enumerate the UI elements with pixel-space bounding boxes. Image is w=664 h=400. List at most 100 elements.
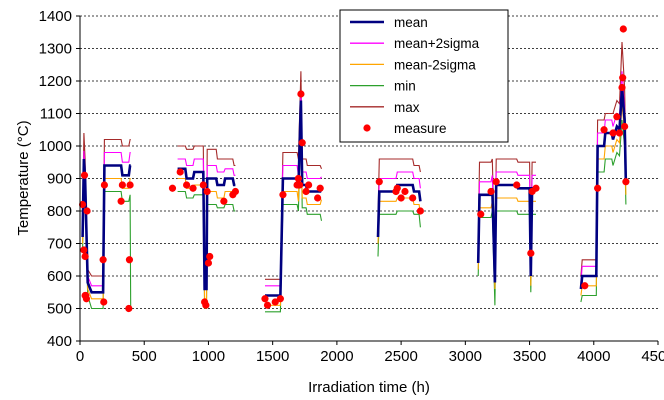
y-axis-title: Temperature (°C) bbox=[15, 120, 32, 235]
legend-swatch-measure bbox=[363, 124, 371, 132]
measure-point bbox=[619, 74, 627, 82]
measure-point bbox=[78, 200, 87, 209]
x-tick-label: 1000 bbox=[192, 348, 225, 365]
x-tick-label: 1500 bbox=[256, 348, 289, 365]
legend-label-min: min bbox=[394, 79, 416, 94]
measure-point bbox=[81, 252, 89, 261]
measure-point bbox=[393, 184, 401, 192]
measure-point bbox=[513, 181, 521, 189]
measure-point bbox=[609, 129, 617, 137]
tick-labels: 0 500 1000 1500 2000 2500 3000 3500 4000 4500 400 5… bbox=[39, 8, 664, 365]
x-tick-label: 4000 bbox=[577, 348, 610, 365]
measure-point bbox=[302, 187, 310, 196]
y-tick-label: 700 bbox=[47, 236, 72, 253]
measure-point bbox=[126, 181, 134, 189]
measure-point bbox=[125, 256, 134, 264]
measure-point bbox=[397, 194, 405, 202]
measure-point bbox=[532, 184, 540, 192]
series-line-min bbox=[377, 210, 421, 257]
measure-point bbox=[296, 181, 304, 189]
measure-point bbox=[271, 298, 279, 306]
measure-point bbox=[297, 90, 305, 98]
measure-point bbox=[125, 304, 133, 313]
measure-point bbox=[621, 122, 629, 131]
x-tick-label: 500 bbox=[132, 348, 157, 365]
measure-point bbox=[231, 187, 240, 196]
y-tick-label: 1200 bbox=[39, 73, 72, 90]
measure-point bbox=[100, 298, 108, 306]
legend-label-mean: mean bbox=[394, 15, 428, 30]
measure-point bbox=[176, 168, 184, 176]
y-tick-label: 1100 bbox=[40, 106, 72, 123]
y-tick-label: 500 bbox=[47, 301, 72, 318]
measure-point bbox=[99, 256, 107, 264]
measure-point bbox=[80, 171, 89, 179]
legend-label-meanplus-2sigma: mean+2sigma bbox=[394, 36, 480, 51]
y-tick-label: 1000 bbox=[39, 138, 72, 155]
measure-point bbox=[619, 25, 627, 33]
measure-point bbox=[622, 178, 630, 186]
measure-point bbox=[117, 197, 125, 205]
measure-point bbox=[100, 181, 109, 189]
x-tick-label: 0 bbox=[76, 348, 84, 365]
measure-point bbox=[203, 187, 211, 196]
measure-point bbox=[298, 139, 306, 147]
x-tick-label: 2500 bbox=[384, 348, 417, 365]
measure-point bbox=[492, 178, 500, 186]
measure-point bbox=[294, 174, 302, 183]
x-tick-label: 4500 bbox=[641, 348, 664, 365]
measure-point bbox=[279, 191, 287, 199]
measure-point bbox=[487, 187, 495, 196]
y-tick-label: 1400 bbox=[39, 8, 72, 25]
measure-point bbox=[168, 184, 177, 192]
x-axis-title: Irradiation time (h) bbox=[308, 379, 430, 396]
measure-point bbox=[527, 249, 535, 257]
series-line-meanplus-2sigma bbox=[377, 171, 421, 231]
measure-point bbox=[477, 210, 485, 218]
measure-point bbox=[594, 184, 602, 192]
series-line-max bbox=[377, 158, 421, 218]
measure-point bbox=[416, 207, 424, 215]
measure-point bbox=[183, 181, 191, 189]
y-tick-label: 400 bbox=[47, 333, 72, 350]
measure-point bbox=[401, 187, 409, 196]
measure-point bbox=[409, 194, 417, 202]
measure-point bbox=[80, 246, 88, 254]
x-tick-label: 2000 bbox=[320, 348, 353, 365]
legend-label-measure: measure bbox=[394, 121, 447, 136]
measure-point bbox=[206, 252, 214, 261]
series-line-mean bbox=[476, 183, 536, 283]
measure-point bbox=[199, 181, 207, 189]
y-tick-label: 1300 bbox=[39, 41, 72, 58]
measure-point bbox=[83, 207, 91, 215]
legend-label-mean-2sigma: mean-2sigma bbox=[394, 57, 476, 72]
legend-label-max: max bbox=[394, 100, 420, 115]
x-tick-label: 3500 bbox=[513, 348, 546, 365]
series-line-min bbox=[580, 119, 627, 303]
legend: mean mean+2sigma mean-2sigma min max measure bbox=[339, 9, 509, 143]
series-line-mean-2sigma bbox=[377, 197, 421, 244]
measure-point bbox=[316, 184, 324, 192]
y-tick-label: 800 bbox=[47, 203, 72, 220]
legend-box bbox=[339, 9, 509, 143]
measure-point bbox=[615, 129, 624, 137]
series-layer bbox=[78, 25, 630, 313]
measure-point bbox=[261, 295, 269, 303]
measure-point bbox=[220, 197, 228, 205]
measure-point bbox=[600, 126, 608, 134]
measure-point bbox=[204, 259, 213, 267]
measure-point bbox=[314, 194, 322, 202]
measure-point bbox=[305, 181, 313, 189]
measure-point bbox=[276, 295, 284, 303]
measure-point bbox=[263, 301, 272, 309]
x-tick-label: 3000 bbox=[449, 348, 482, 365]
axes bbox=[76, 15, 659, 345]
measure-point bbox=[613, 113, 621, 121]
series-line-mean bbox=[376, 183, 422, 238]
measure-point bbox=[118, 181, 126, 189]
measure-point bbox=[202, 301, 210, 309]
measure-point bbox=[82, 295, 91, 303]
y-tick-label: 600 bbox=[47, 268, 72, 285]
series-line-mean bbox=[265, 100, 323, 297]
